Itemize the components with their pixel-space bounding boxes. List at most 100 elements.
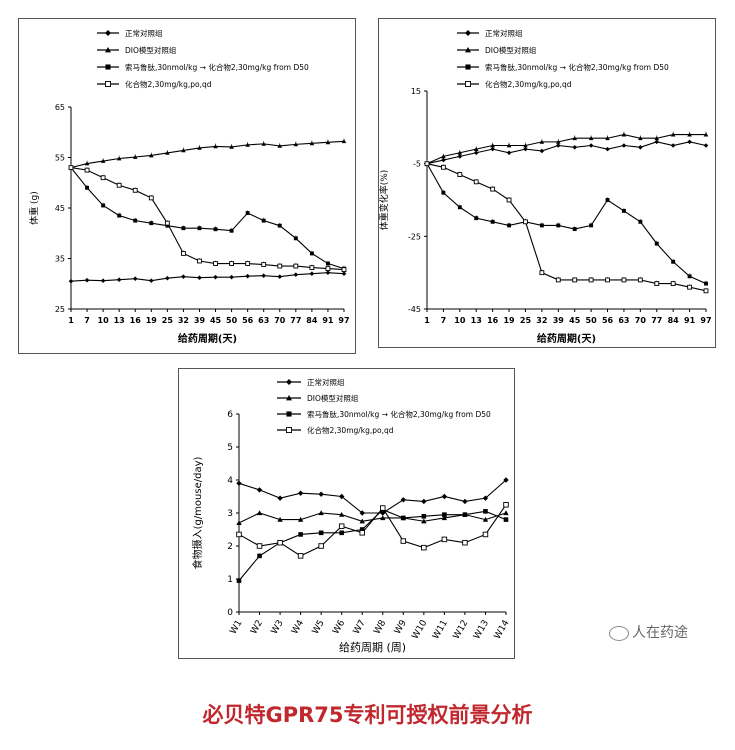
data-point bbox=[213, 261, 218, 266]
x-tick-label: 7 bbox=[84, 316, 90, 325]
legend-marker bbox=[105, 47, 111, 53]
data-point bbox=[309, 265, 315, 270]
data-point bbox=[441, 164, 446, 170]
data-point bbox=[490, 146, 495, 152]
data-point bbox=[654, 241, 659, 246]
data-point bbox=[277, 143, 283, 148]
data-point bbox=[556, 223, 561, 228]
data-point bbox=[670, 143, 676, 148]
data-point bbox=[132, 154, 138, 159]
x-tick-label: W10 bbox=[411, 618, 430, 641]
x-tick-label: 10 bbox=[454, 316, 466, 325]
data-point bbox=[68, 165, 74, 171]
data-point bbox=[421, 514, 427, 519]
data-point bbox=[457, 150, 463, 155]
legend-marker bbox=[285, 427, 292, 434]
x-tick-label: 45 bbox=[210, 316, 222, 325]
data-point bbox=[442, 512, 447, 517]
data-point bbox=[277, 516, 283, 522]
data-point bbox=[523, 219, 528, 225]
data-point bbox=[84, 161, 90, 166]
data-point bbox=[457, 205, 462, 210]
x-axis-label: 给药周期(天) bbox=[537, 332, 596, 345]
data-point bbox=[116, 277, 122, 283]
x-tick-label: 63 bbox=[618, 316, 629, 325]
data-point bbox=[277, 223, 282, 228]
data-point bbox=[100, 175, 106, 181]
x-tick-label: 32 bbox=[536, 316, 547, 325]
x-tick-label: 70 bbox=[274, 316, 286, 325]
data-point bbox=[359, 518, 365, 524]
data-point bbox=[588, 143, 594, 148]
series-line bbox=[426, 141, 707, 165]
x-tick-label: W2 bbox=[249, 619, 265, 637]
data-point bbox=[117, 213, 122, 218]
x-tick-label: 97 bbox=[338, 316, 349, 325]
x-tick-label: W1 bbox=[229, 619, 245, 637]
legend-marker bbox=[286, 379, 292, 385]
data-point bbox=[605, 146, 610, 152]
data-point bbox=[703, 132, 709, 137]
data-point bbox=[293, 142, 299, 147]
body-weight-chart: 正常对照组 DIO模型对照组 索马鲁肽,30nmol/kg → 化合物2,30mg/… bbox=[18, 18, 356, 354]
legend-marker bbox=[286, 395, 292, 401]
data-point bbox=[572, 145, 578, 150]
data-point bbox=[341, 267, 347, 273]
data-point bbox=[654, 281, 660, 286]
data-point bbox=[704, 281, 708, 286]
series-line bbox=[426, 134, 706, 165]
data-point bbox=[473, 179, 479, 185]
data-point bbox=[555, 143, 561, 148]
data-point bbox=[341, 139, 347, 144]
series-line bbox=[238, 479, 507, 514]
y-tick-label: 0 bbox=[227, 608, 233, 618]
data-point bbox=[380, 510, 386, 516]
x-tick-label: 77 bbox=[290, 316, 301, 325]
data-point bbox=[245, 261, 251, 266]
y-tick-label: 25 bbox=[55, 305, 65, 314]
x-tick-label: 10 bbox=[98, 316, 110, 325]
watermark-text: 人在药途 bbox=[632, 625, 688, 641]
data-point bbox=[245, 211, 250, 216]
data-point bbox=[473, 150, 479, 156]
data-point bbox=[293, 236, 298, 241]
footer-title: 必贝特GPR75专利可授权前景分析 bbox=[202, 703, 533, 727]
data-point bbox=[245, 142, 250, 147]
x-tick-label: 19 bbox=[503, 316, 515, 325]
legend-label: 索马鲁肽,30nmol/kg → 化合物2,30mg/kg from D50 bbox=[125, 62, 309, 72]
x-tick-label: W5 bbox=[311, 619, 327, 637]
series-line bbox=[426, 163, 707, 292]
data-point bbox=[638, 135, 643, 141]
x-tick-label: W12 bbox=[452, 619, 471, 642]
x-tick-label: W3 bbox=[270, 619, 286, 637]
weight-change-chart: 正常对照组 DIO模型对照组 索马鲁肽,30nmol/kg → 化合物2,30mg/… bbox=[378, 18, 716, 348]
y-tick-label: -25 bbox=[408, 232, 421, 241]
data-point bbox=[132, 276, 138, 281]
wechat-icon bbox=[609, 625, 629, 641]
data-point bbox=[605, 277, 610, 283]
data-point bbox=[148, 278, 154, 284]
data-point bbox=[181, 226, 186, 231]
data-point bbox=[572, 135, 578, 141]
legend-marker bbox=[465, 64, 471, 70]
data-point bbox=[116, 182, 122, 188]
y-tick-label: 4 bbox=[227, 476, 233, 486]
data-point bbox=[503, 517, 509, 522]
x-tick-label: 56 bbox=[242, 316, 254, 325]
data-point bbox=[84, 277, 90, 283]
data-point bbox=[213, 227, 218, 232]
data-point bbox=[277, 263, 283, 269]
data-point bbox=[507, 223, 512, 228]
x-tick-label: W6 bbox=[331, 618, 347, 636]
x-axis-label: 给药周期 (周) bbox=[339, 641, 406, 654]
data-point bbox=[421, 518, 427, 524]
data-point bbox=[149, 221, 154, 226]
data-point bbox=[277, 274, 283, 279]
data-point bbox=[338, 493, 345, 500]
x-axis-label: 给药周期(天) bbox=[178, 332, 237, 345]
data-point bbox=[165, 150, 170, 155]
x-tick-label: 39 bbox=[553, 316, 565, 325]
x-tick-label: 91 bbox=[322, 316, 334, 325]
data-point bbox=[277, 495, 283, 501]
